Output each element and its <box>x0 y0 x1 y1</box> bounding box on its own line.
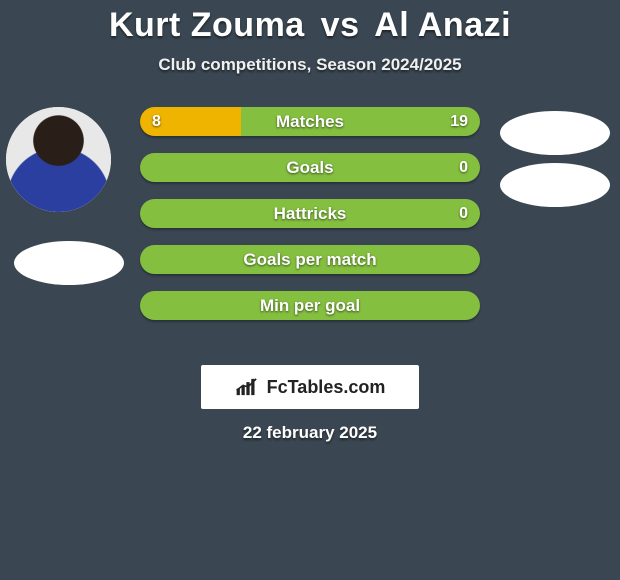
stat-value-right: 0 <box>447 153 480 182</box>
stat-bar-right-segment <box>140 199 480 228</box>
stat-bars: Matches819Goals0Hattricks0Goals per matc… <box>140 107 480 337</box>
watermark-chart-icon <box>235 377 261 397</box>
stat-bar: Goals per match <box>140 245 480 274</box>
stat-bar: Hattricks0 <box>140 199 480 228</box>
comparison-stage: Matches819Goals0Hattricks0Goals per matc… <box>0 107 620 347</box>
player2-flag-b <box>500 163 610 207</box>
title-vs: vs <box>321 6 360 44</box>
stat-bar-right-segment <box>140 291 480 320</box>
stat-bar: Matches819 <box>140 107 480 136</box>
stat-bar-right-segment <box>140 245 480 274</box>
stat-value-left: 8 <box>140 107 173 136</box>
date: 22 february 2025 <box>0 423 620 443</box>
player1-silhouette <box>6 107 111 212</box>
stat-value-right: 0 <box>447 199 480 228</box>
title-player2: Al Anazi <box>374 6 511 44</box>
page-title: Kurt Zouma vs Al Anazi <box>0 6 620 45</box>
watermark: FcTables.com <box>201 365 419 409</box>
title-player1: Kurt Zouma <box>109 6 305 44</box>
player1-avatar <box>6 107 111 212</box>
stat-bar: Min per goal <box>140 291 480 320</box>
stat-bar: Goals0 <box>140 153 480 182</box>
subtitle: Club competitions, Season 2024/2025 <box>0 55 620 75</box>
player2-flag-a <box>500 111 610 155</box>
stat-bar-right-segment <box>140 153 480 182</box>
watermark-text: FcTables.com <box>267 377 386 398</box>
player1-flag <box>14 241 124 285</box>
stat-value-right: 19 <box>438 107 480 136</box>
comparison-card: Kurt Zouma vs Al Anazi Club competitions… <box>0 0 620 443</box>
